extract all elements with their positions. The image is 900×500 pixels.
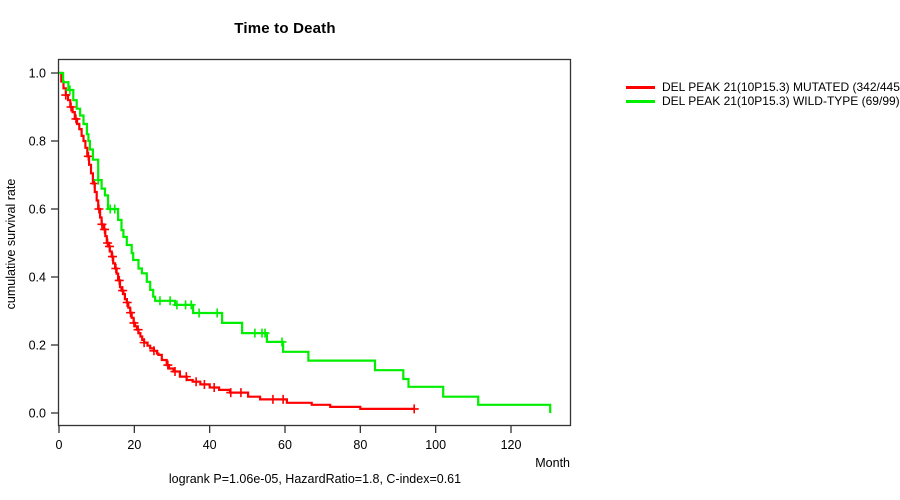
censor-mark: [209, 383, 219, 392]
censor-mark: [71, 114, 81, 124]
legend-entry-mutated: DEL PEAK 21(10P15.3) MUTATED (342/445): [626, 80, 900, 95]
plot-box: [57, 58, 572, 427]
chart-title: Time to Death: [234, 20, 336, 37]
censor-mark: [186, 300, 196, 310]
censor-mark: [100, 224, 110, 234]
legend: DEL PEAK 21(10P15.3) MUTATED (342/445) D…: [626, 80, 900, 109]
censor-mark: [149, 346, 159, 356]
censor-mark: [165, 296, 175, 306]
censor-mark: [277, 337, 287, 347]
x-axis-label: Month: [535, 456, 570, 470]
censor-mark: [114, 275, 124, 285]
censor-mark: [278, 394, 288, 404]
censor-mark: [139, 338, 149, 348]
y-tick-label: 0.6: [29, 203, 46, 217]
x-tick-label: 0: [56, 438, 63, 452]
legend-label-mutated: DEL PEAK 21(10P15.3) MUTATED (342/445): [662, 80, 900, 94]
censor-mark: [97, 219, 107, 229]
survival-curve-wildtype: [59, 71, 552, 413]
x-tick-label: 120: [501, 438, 522, 452]
y-tick-label: 0.0: [29, 407, 46, 421]
x-tick-label: 40: [203, 438, 217, 452]
y-tick-label: 1.0: [29, 67, 46, 81]
censor-mark: [129, 318, 139, 328]
censor-mark: [126, 308, 136, 318]
censor-mark: [65, 85, 75, 95]
censor-mark: [172, 300, 182, 310]
x-tick-label: 20: [127, 438, 141, 452]
censor-mark: [104, 241, 114, 251]
censor-mark: [61, 90, 71, 100]
censor-mark: [409, 404, 419, 414]
censor-mark: [107, 252, 117, 262]
censor-mark: [163, 360, 173, 370]
survival-curve-mutated: [59, 71, 415, 410]
censor-mark: [66, 102, 76, 112]
censor-mark: [93, 175, 103, 185]
censor-mark: [170, 367, 180, 377]
censor-mark: [260, 328, 270, 338]
censor-mark: [268, 394, 278, 404]
legend-entry-wildtype: DEL PEAK 21(10P15.3) WILD-TYPE (69/99): [626, 93, 900, 109]
mutated-line-swatch: [626, 86, 655, 90]
censor-mark: [122, 298, 132, 307]
censor-mark: [191, 377, 201, 387]
censor-mark: [111, 264, 121, 273]
x-tick-label: 80: [353, 438, 367, 452]
censor-mark: [155, 296, 165, 306]
censor-mark: [110, 204, 120, 214]
censor-mark: [194, 308, 204, 318]
y-tick-label: 0.2: [29, 339, 46, 353]
y-tick-label: 0.8: [29, 135, 46, 149]
stats-caption: logrank P=1.06e-05, HazardRatio=1.8, C-i…: [168, 472, 462, 486]
legend-label-wildtype: DEL PEAK 21(10P15.3) WILD-TYPE (69/99): [662, 93, 900, 108]
wildtype-line-swatch: [626, 99, 655, 103]
y-tick-label: 0.4: [29, 271, 46, 285]
censor-mark: [181, 372, 191, 382]
x-tick-label: 100: [425, 438, 446, 452]
censor-mark: [133, 325, 143, 335]
censor-mark: [83, 151, 93, 161]
censor-mark: [212, 308, 222, 318]
censor-mark: [199, 379, 209, 389]
censor-mark: [118, 286, 128, 296]
x-tick-label: 60: [278, 438, 292, 452]
censor-mark: [226, 388, 236, 398]
censor-mark: [94, 204, 104, 214]
censor-mark: [236, 388, 246, 398]
